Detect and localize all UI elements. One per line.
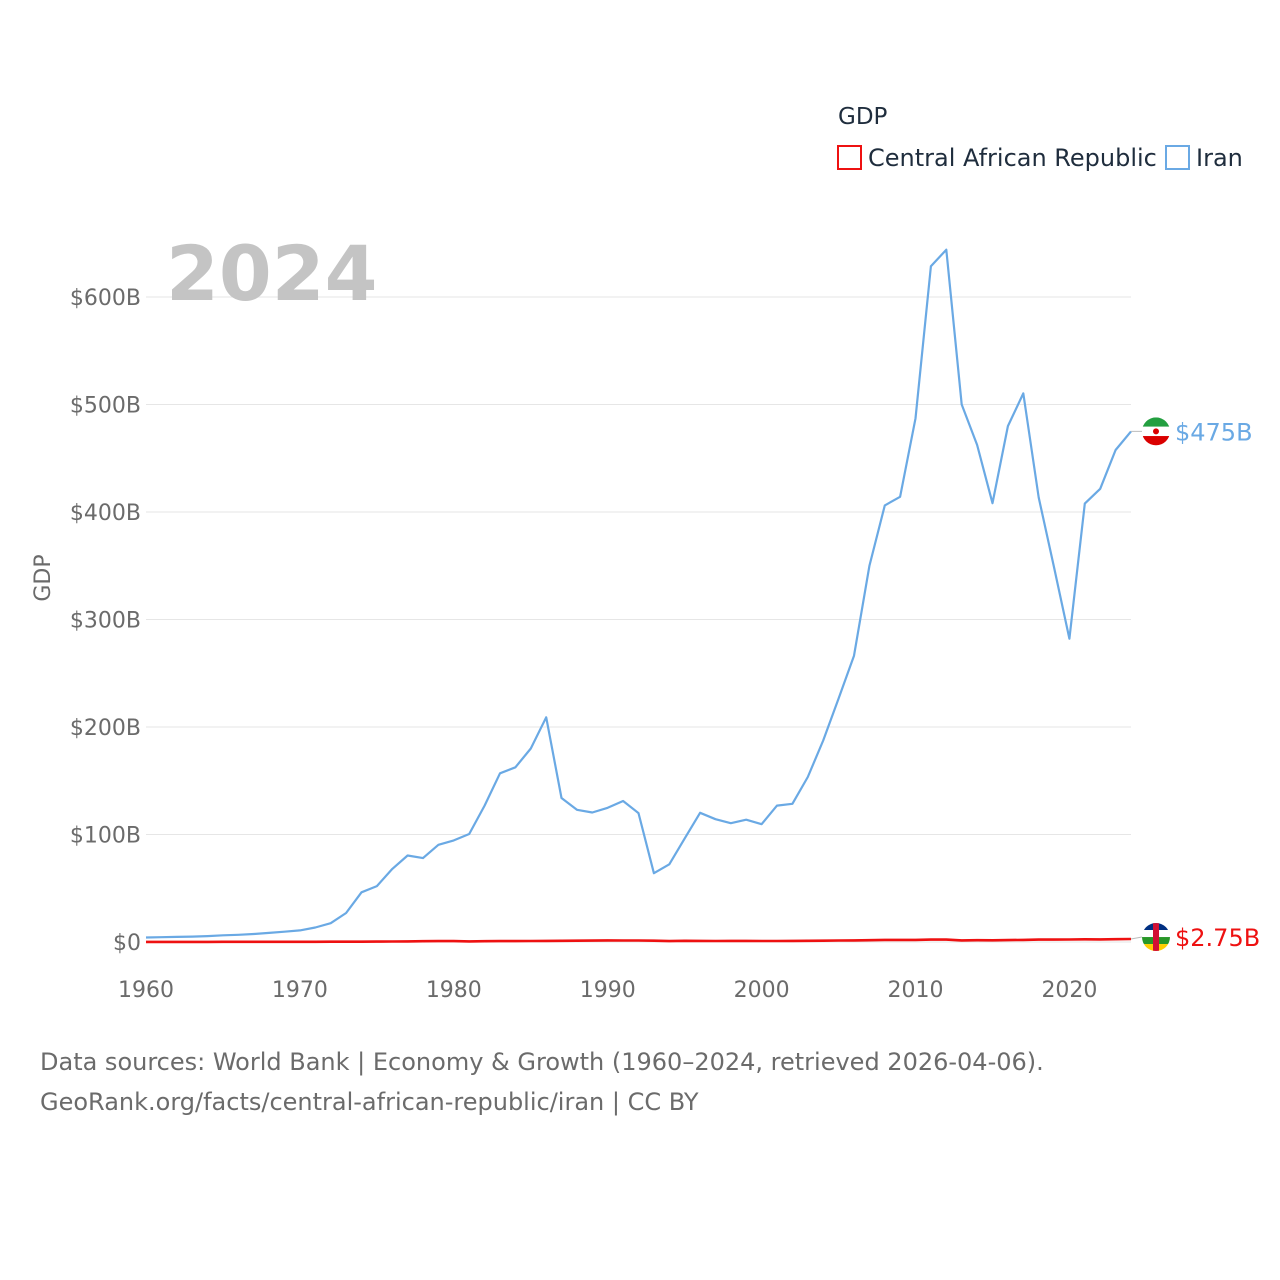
legend-swatch-car: [837, 145, 862, 170]
y-tick-label: $300B: [70, 609, 141, 634]
legend-label-iran: Iran: [1196, 144, 1243, 172]
legend: GDP Central African Republic Iran: [837, 104, 1243, 172]
x-tick-label: 2020: [1041, 978, 1097, 1003]
legend-label-car: Central African Republic: [868, 144, 1157, 172]
series-line-central-african-republic: [146, 937, 1132, 944]
y-tick-label: $200B: [70, 716, 141, 741]
y-tick-label: $100B: [70, 824, 141, 849]
central-african-republic-flag-icon: [1142, 923, 1170, 952]
y-tick-label: $400B: [70, 501, 141, 526]
y-axis-ticks: $0 $100B $200B $300B $400B $500B $600B: [70, 286, 141, 956]
x-tick-label: 2010: [888, 978, 944, 1003]
x-tick-label: 1980: [426, 978, 482, 1003]
end-connector: [1130, 936, 1143, 940]
series-lines: [145, 248, 1132, 944]
end-value-label-central-african-republic: $2.75B: [1175, 924, 1260, 952]
y-tick-label: $500B: [70, 394, 141, 419]
series-line-iran: [145, 248, 1132, 939]
gdp-line-chart: $0 $100B $200B $300B $400B $500B $600B 1960 197…: [31, 104, 1260, 1003]
y-tick-label: $600B: [70, 286, 141, 311]
y-axis-label: GDP: [31, 554, 56, 601]
series-end-labels: $2.75B $475B: [1130, 417, 1260, 952]
y-tick-label: $0: [113, 931, 141, 956]
x-tick-label: 2000: [734, 978, 790, 1003]
legend-swatch-iran: [1165, 145, 1190, 170]
x-tick-label: 1990: [580, 978, 636, 1003]
year-watermark: 2024: [166, 229, 378, 318]
legend-item-central-african-republic[interactable]: Central African Republic: [837, 144, 1157, 172]
source-line-2: GeoRank.org/facts/central-african-republ…: [40, 1088, 699, 1116]
x-axis-ticks: 1960 1970 1980 1990 2000 2010 2020: [118, 978, 1097, 1003]
legend-item-iran[interactable]: Iran: [1165, 144, 1243, 172]
gridlines: [146, 296, 1131, 943]
x-tick-label: 1960: [118, 978, 174, 1003]
end-value-label-iran: $475B: [1175, 418, 1253, 446]
iran-flag-icon: [1142, 417, 1170, 446]
x-tick-label: 1970: [272, 978, 328, 1003]
source-note: Data sources: World Bank | Economy & Gro…: [40, 1042, 1044, 1122]
source-line-1: Data sources: World Bank | Economy & Gro…: [40, 1048, 1044, 1076]
legend-title: GDP: [838, 104, 888, 130]
